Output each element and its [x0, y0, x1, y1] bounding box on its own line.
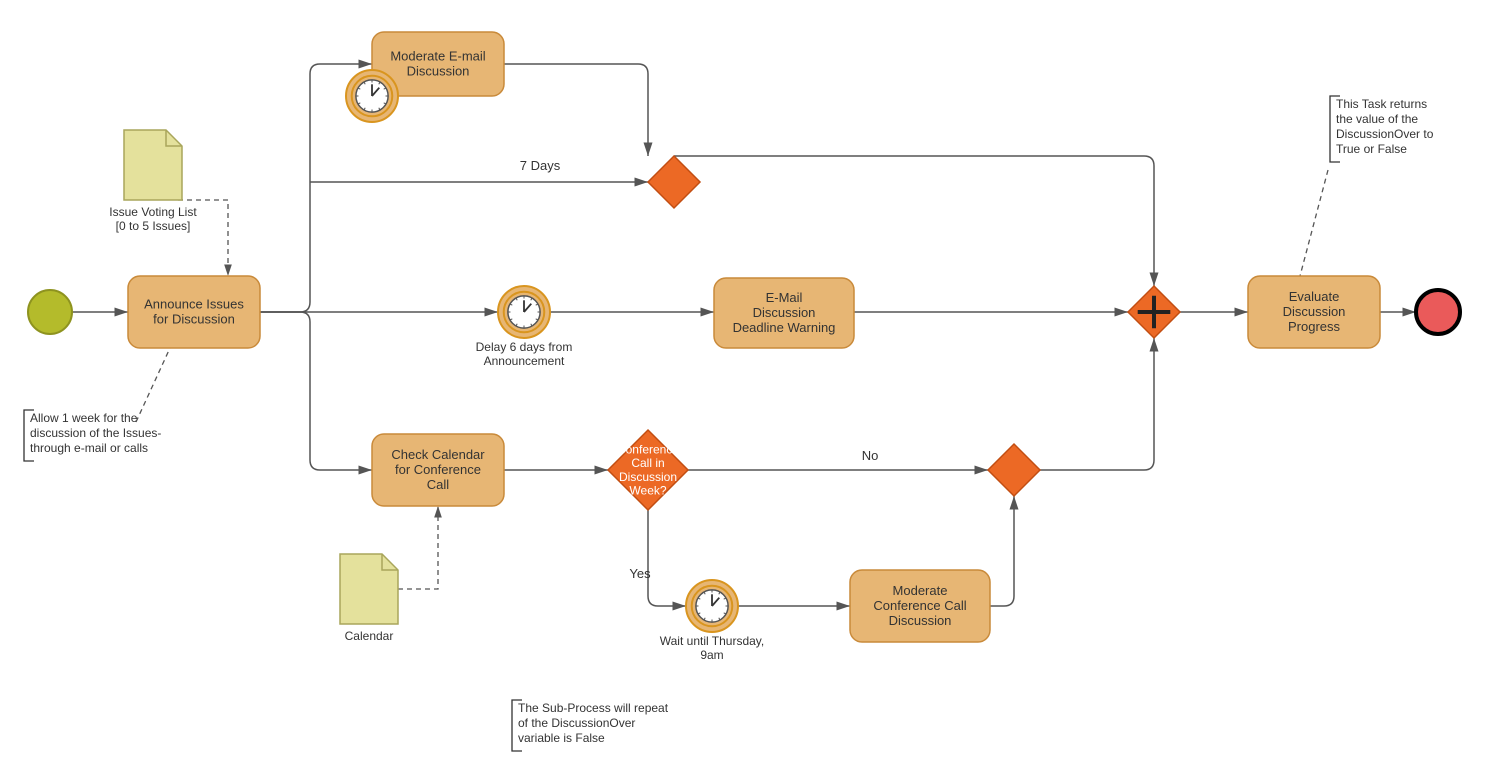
task-evaluate: EvaluateDiscussionProgress — [1248, 276, 1380, 348]
edge-label-l_no: No — [862, 448, 879, 463]
assoc-da1 — [136, 348, 170, 422]
doc-d_cal: Calendar — [340, 554, 398, 643]
timer-t_mod — [346, 70, 398, 122]
doc-label-d_cal: Calendar — [345, 629, 394, 643]
edge-e_mod_g1 — [504, 64, 648, 156]
edge-label-l_yes: Yes — [629, 566, 651, 581]
gateway-g2: ConferenceCall inDiscussionWeek? — [608, 430, 688, 510]
edge-label-l_7days: 7 Days — [520, 158, 561, 173]
annotation-text-a1: Allow 1 week for thediscussion of the Is… — [30, 411, 161, 455]
annotation-a3: The Sub-Process will repeatof the Discus… — [512, 700, 669, 751]
end-event — [1416, 290, 1460, 334]
annotation-text-a3: The Sub-Process will repeatof the Discus… — [518, 701, 669, 745]
task-announce: Announce Issuesfor Discussion — [128, 276, 260, 348]
doc-d_vote: Issue Voting List[0 to 5 Issues] — [109, 130, 197, 233]
gateway-g1 — [648, 156, 700, 208]
start-event — [28, 290, 72, 334]
timer-label-t_wait: Wait until Thursday,9am — [660, 634, 764, 662]
edge-e_g1_g4 — [674, 156, 1154, 286]
gateway-g4 — [1128, 286, 1180, 338]
edge-e_g3_g4 — [1040, 338, 1154, 470]
task-mod_conf: ModerateConference CallDiscussion — [850, 570, 990, 642]
timer-t_wait: Wait until Thursday,9am — [660, 580, 764, 662]
annotation-a2: This Task returnsthe value of theDiscuss… — [1330, 96, 1434, 162]
timer-t_delay: Delay 6 days fromAnnouncement — [476, 286, 573, 368]
assoc-da2 — [1300, 170, 1328, 276]
edge-e_a_bot — [260, 312, 372, 470]
annotation-a1: Allow 1 week for thediscussion of the Is… — [24, 410, 161, 461]
task-deadline: E-MailDiscussionDeadline Warning — [714, 278, 854, 348]
gateway-g3 — [988, 444, 1040, 496]
edge-e_mc_g3 — [990, 496, 1014, 606]
task-label-evaluate: EvaluateDiscussionProgress — [1283, 289, 1346, 334]
edge-e_g2_yes — [648, 510, 686, 606]
timer-label-t_delay: Delay 6 days fromAnnouncement — [476, 340, 573, 368]
task-check_cal: Check Calendarfor ConferenceCall — [372, 434, 504, 506]
annotation-text-a2: This Task returnsthe value of theDiscuss… — [1336, 97, 1434, 156]
task-label-announce: Announce Issuesfor Discussion — [144, 297, 244, 327]
doc-label-d_vote: Issue Voting List[0 to 5 Issues] — [109, 205, 197, 233]
assoc-dv_cal — [398, 506, 438, 589]
